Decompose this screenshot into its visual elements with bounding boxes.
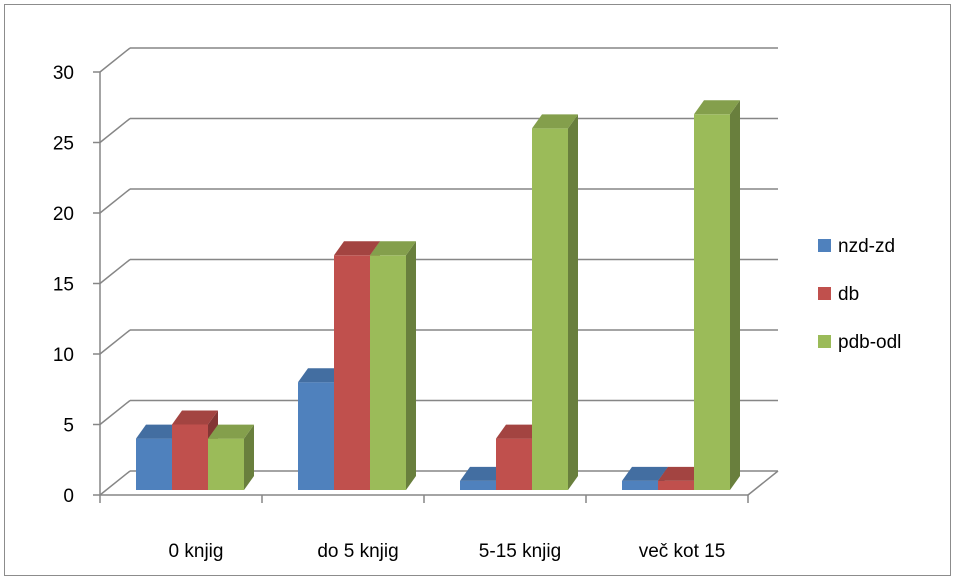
x-tick-label: do 5 knjig xyxy=(317,541,398,562)
bar-front xyxy=(298,382,334,490)
bar-top xyxy=(208,424,254,439)
gridline-side xyxy=(99,188,131,214)
bar-top xyxy=(622,466,668,481)
bar-front xyxy=(622,480,658,490)
legend-label: db xyxy=(838,284,859,305)
bar-side xyxy=(244,424,254,490)
y-tick-label: 25 xyxy=(53,134,74,155)
bar xyxy=(208,424,254,490)
x-tick-label: 5-15 knjig xyxy=(479,541,561,562)
gridline-side xyxy=(99,47,131,73)
bar-top xyxy=(496,424,542,439)
bar-front xyxy=(208,438,244,490)
legend-label: nzd-zd xyxy=(838,236,895,257)
legend-swatch xyxy=(818,335,831,348)
gridline-side xyxy=(99,470,131,496)
gridline-side xyxy=(99,329,131,355)
legend-label: pdb-odl xyxy=(838,332,901,353)
y-tick-label: 20 xyxy=(53,204,74,225)
bar-top xyxy=(532,114,578,129)
y-tick-label: 30 xyxy=(53,63,74,84)
bar-side xyxy=(730,100,740,491)
x-tick-label: več kot 15 xyxy=(639,541,726,562)
bar-top xyxy=(370,241,416,256)
gridline-side xyxy=(99,117,131,144)
floor-right-edge xyxy=(747,470,779,496)
bar-front xyxy=(658,480,694,490)
bar-front xyxy=(532,128,568,490)
bar xyxy=(694,100,740,491)
bar-side xyxy=(406,241,416,490)
bar xyxy=(532,114,578,491)
bar-top xyxy=(334,241,380,256)
bar-top xyxy=(172,410,218,425)
bar-top xyxy=(136,424,182,439)
y-tick-label: 15 xyxy=(53,275,74,296)
bar-front xyxy=(172,424,208,490)
x-tick-label: 0 knjig xyxy=(169,541,224,562)
gridline-side xyxy=(99,399,131,426)
bar-front xyxy=(496,438,532,490)
legend-swatch xyxy=(818,239,831,252)
bar-front xyxy=(694,114,730,491)
bar xyxy=(370,241,416,490)
bar-top xyxy=(460,466,506,481)
bar-front xyxy=(370,255,406,490)
bar-top xyxy=(658,466,704,481)
y-tick-label: 10 xyxy=(53,345,74,366)
bar-front xyxy=(460,480,496,490)
bar-front xyxy=(136,438,172,490)
y-tick-label: 5 xyxy=(63,416,74,437)
bar-top xyxy=(694,100,740,115)
bar-side xyxy=(568,114,578,491)
bar-front xyxy=(334,255,370,490)
gridline-side xyxy=(99,258,131,285)
bar-top xyxy=(298,368,344,383)
y-tick-label: 0 xyxy=(63,486,74,507)
legend-swatch xyxy=(818,287,831,300)
